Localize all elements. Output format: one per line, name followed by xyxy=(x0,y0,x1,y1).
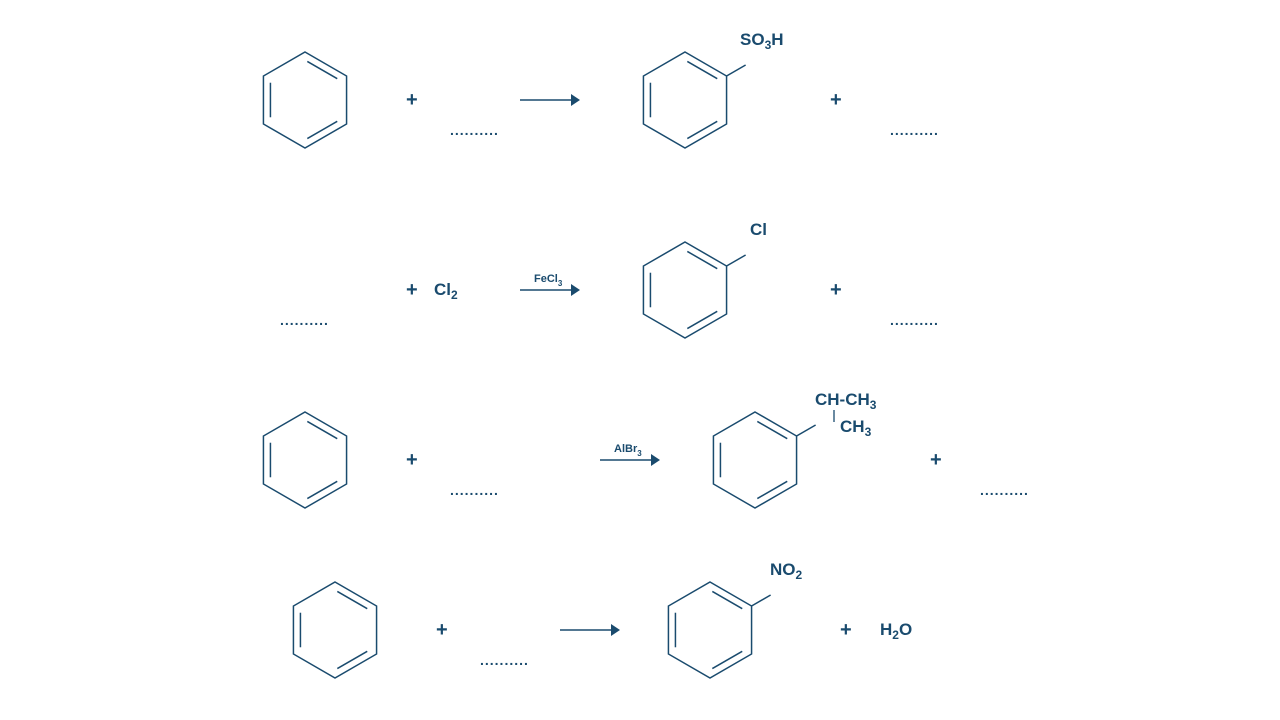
plus-sign: + xyxy=(830,89,842,111)
double-bond xyxy=(337,651,367,668)
double-bond xyxy=(757,481,787,498)
blank-placeholder: .......... xyxy=(980,482,1029,498)
benzene-ring xyxy=(293,582,376,678)
catalyst-label: AlBr3 xyxy=(614,443,642,458)
double-bond xyxy=(337,591,367,608)
reagent-label: Cl2 xyxy=(434,280,458,302)
double-bond xyxy=(307,121,337,138)
benzene-ring xyxy=(643,52,726,148)
plus-sign: + xyxy=(840,619,852,641)
double-bond xyxy=(307,421,337,438)
double-bond xyxy=(712,651,742,668)
blank-placeholder: .......... xyxy=(450,482,499,498)
reaction-diagram: +.......... SO3H +.................... + Cl2… xyxy=(0,0,1280,720)
benzene-ring xyxy=(713,412,796,508)
plus-sign: + xyxy=(436,619,448,641)
substituent-bond xyxy=(797,425,816,436)
blank-placeholder: .......... xyxy=(480,652,529,668)
substituent-bond xyxy=(752,595,771,606)
double-bond xyxy=(687,311,717,328)
blank-placeholder: .......... xyxy=(890,122,939,138)
plus-sign: + xyxy=(406,279,418,301)
benzene-ring xyxy=(643,242,726,338)
substituent-label: SO3H xyxy=(740,30,784,52)
double-bond xyxy=(757,421,787,438)
arrow-head xyxy=(571,94,580,106)
arrow-head xyxy=(571,284,580,296)
double-bond xyxy=(307,61,337,78)
substituent-bond xyxy=(727,65,746,76)
benzene-ring xyxy=(668,582,751,678)
substituent-label-2: CH3 xyxy=(840,417,872,439)
double-bond xyxy=(687,121,717,138)
blank-placeholder: .......... xyxy=(280,312,329,328)
double-bond xyxy=(712,591,742,608)
catalyst-label: FeCl3 xyxy=(534,273,563,288)
plus-sign: + xyxy=(830,279,842,301)
double-bond xyxy=(687,61,717,78)
substituent-bond xyxy=(727,255,746,266)
substituent-label: NO2 xyxy=(770,560,803,582)
plus-sign: + xyxy=(930,449,942,471)
blank-placeholder: .......... xyxy=(450,122,499,138)
substituent-label: CH-CH3 xyxy=(815,390,877,412)
benzene-ring xyxy=(263,412,346,508)
plus-sign: + xyxy=(406,449,418,471)
substituent-label: Cl xyxy=(750,220,767,239)
arrow-head xyxy=(611,624,620,636)
arrow-head xyxy=(651,454,660,466)
byproduct-label: H2O xyxy=(880,620,912,642)
blank-placeholder: .......... xyxy=(890,312,939,328)
benzene-ring xyxy=(263,52,346,148)
double-bond xyxy=(307,481,337,498)
plus-sign: + xyxy=(406,89,418,111)
double-bond xyxy=(687,251,717,268)
